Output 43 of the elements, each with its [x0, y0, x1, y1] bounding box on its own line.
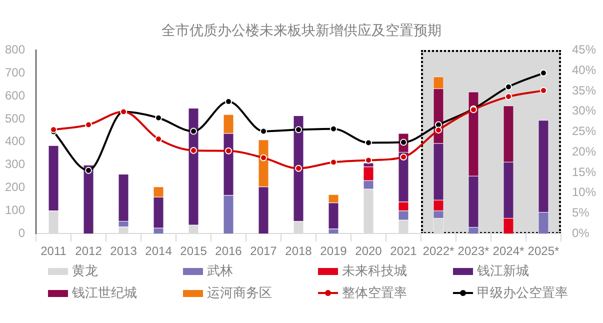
legend-label: 运河商务区	[207, 284, 272, 302]
x-tick-label: 2016	[215, 244, 242, 258]
chart-title: 全市优质办公楼未来板块新增供应及空置预期	[160, 22, 442, 40]
y-tick-label: 500	[4, 111, 26, 126]
y2-tick-label: 5%	[572, 206, 590, 220]
y2-tick-label: 45%	[572, 42, 596, 57]
x-tick-label: 2014	[145, 244, 172, 258]
y-tick-label: 0	[18, 226, 26, 240]
legend-label: 钱江世纪城	[72, 284, 137, 302]
x-tick-label: 2015	[180, 244, 208, 258]
x-tick-label: 2021	[390, 244, 418, 258]
legend-label: 武林	[207, 262, 233, 280]
y-tick-label: 700	[4, 65, 26, 80]
x-tick-label: 2017	[250, 244, 278, 258]
y2-tick-label: 40%	[572, 62, 596, 77]
y2-tick-label: 0%	[572, 226, 590, 240]
y2-tick-label: 15%	[572, 164, 596, 179]
y-tick-label: 300	[4, 157, 26, 172]
y-tick-label: 200	[4, 180, 26, 194]
y-tick-label: 600	[4, 88, 26, 102]
y-tick-label: 800	[4, 42, 26, 57]
legend-label: 甲级办公空置率	[477, 284, 568, 302]
x-tick-label: 2020	[355, 244, 382, 258]
y2-tick-label: 25%	[572, 124, 596, 138]
x-tick-label: 2023*	[458, 244, 490, 258]
legend-label: 黄龙	[72, 262, 98, 280]
x-tick-label: 2018	[285, 244, 312, 258]
y2-tick-label: 20%	[572, 144, 596, 158]
x-tick-label: 2012	[75, 244, 102, 258]
y2-tick-label: 35%	[572, 83, 596, 98]
x-tick-label: 2025*	[528, 244, 560, 258]
x-tick-label: 2013	[110, 244, 138, 258]
y-tick-label: 100	[4, 202, 26, 217]
y-tick-label: 400	[4, 134, 26, 148]
legend-label: 整体空置率	[342, 284, 407, 302]
y2-tick-label: 30%	[572, 104, 596, 118]
x-tick-label: 2022*	[422, 244, 454, 258]
x-tick-label: 2024*	[492, 244, 524, 258]
legend-label: 未来科技城	[342, 262, 407, 280]
x-tick-label: 2011	[40, 244, 67, 258]
y2-tick-label: 10%	[572, 185, 596, 200]
x-tick-label: 2019	[320, 244, 348, 258]
legend-label: 钱江新城	[477, 262, 529, 280]
